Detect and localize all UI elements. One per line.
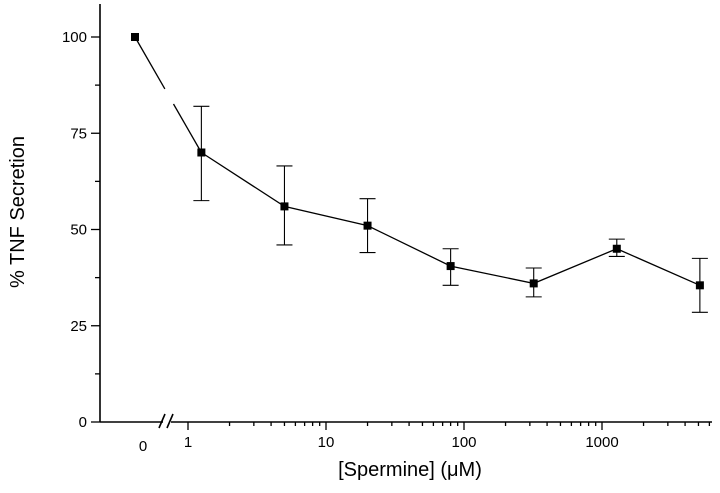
- x-tick-label: 100: [451, 434, 476, 451]
- y-tick-label: 75: [70, 125, 87, 142]
- y-axis-label: % TNF Secretion: [7, 136, 29, 288]
- y-tick-label: 25: [70, 318, 87, 335]
- plot-area: [131, 33, 708, 313]
- data-point: [197, 148, 206, 157]
- y-tick-label: 100: [62, 29, 87, 46]
- data-point: [280, 202, 289, 211]
- series-line-segment: [134, 36, 166, 90]
- axis-break-mark: [166, 413, 174, 429]
- series-line-segment: [172, 103, 202, 153]
- data-point: [529, 279, 538, 288]
- x-tick-label: 10: [318, 434, 335, 451]
- axis-break-mark: [158, 413, 166, 429]
- data-point: [446, 262, 455, 271]
- x-tick-label: 1000: [585, 434, 618, 451]
- data-point: [612, 244, 621, 253]
- data-point: [695, 281, 704, 290]
- y-tick-label: 0: [79, 414, 87, 431]
- data-point: [363, 221, 372, 230]
- x-tick-label-zero: 0: [139, 438, 147, 455]
- x-tick-label: 1: [184, 434, 192, 451]
- y-ticks: 0 25 50 75 100: [62, 29, 100, 431]
- y-tick-label: 50: [70, 222, 87, 239]
- x-axis-label: [Spermine] (μM): [338, 459, 482, 481]
- axes: [99, 4, 712, 429]
- data-point-control: [131, 33, 139, 41]
- x-ticks: 1 10 100 1000: [184, 422, 711, 451]
